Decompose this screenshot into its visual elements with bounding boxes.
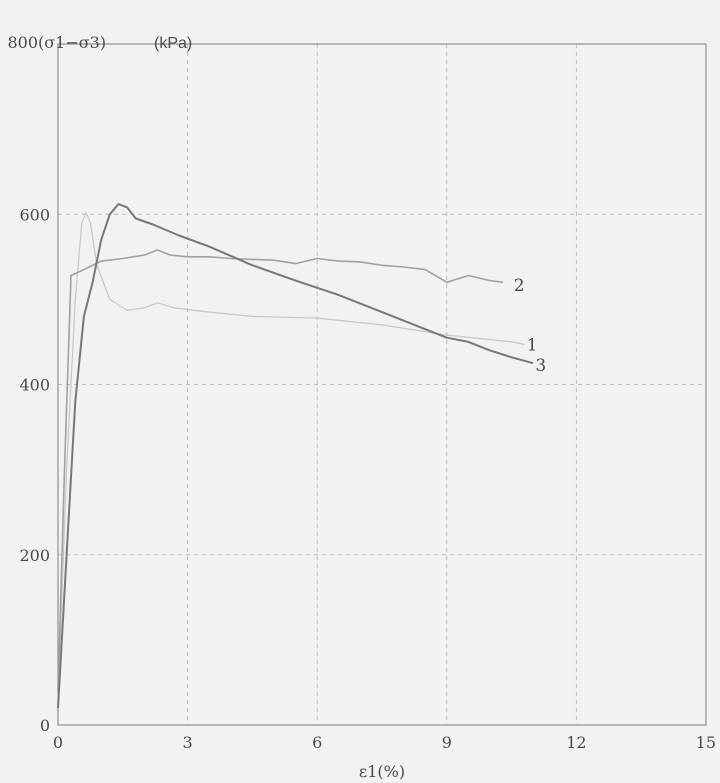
y-tick-label: 800 [7, 33, 38, 52]
series-line-2 [57, 249, 504, 692]
y-axis-label: (σ1−σ3) [38, 33, 106, 52]
y-axis-unit: (kPa) [154, 35, 192, 52]
x-tick-label: 3 [183, 733, 193, 752]
x-tick-label: 9 [442, 733, 452, 752]
x-axis-label: ε1(%) [359, 762, 405, 781]
series-line-1 [57, 211, 525, 700]
y-tick-label: 600 [19, 205, 50, 224]
plot-frame [57, 43, 707, 726]
series-line-3 [57, 203, 534, 709]
series-group [57, 203, 534, 709]
x-tick-label: 0 [53, 733, 63, 752]
series-label-1: 1 [527, 335, 538, 355]
series-label-2: 2 [514, 276, 525, 296]
y-tick-label: 0 [40, 716, 50, 735]
x-tick-label: 15 [696, 733, 716, 752]
x-tick-label: 12 [566, 733, 586, 752]
series-labels: 1 2 3 [514, 276, 546, 376]
x-tick-label: 6 [312, 733, 322, 752]
y-tick-label: 200 [19, 546, 50, 565]
grid [58, 44, 706, 725]
series-label-3: 3 [535, 356, 546, 376]
y-tick-label: 400 [19, 376, 50, 395]
